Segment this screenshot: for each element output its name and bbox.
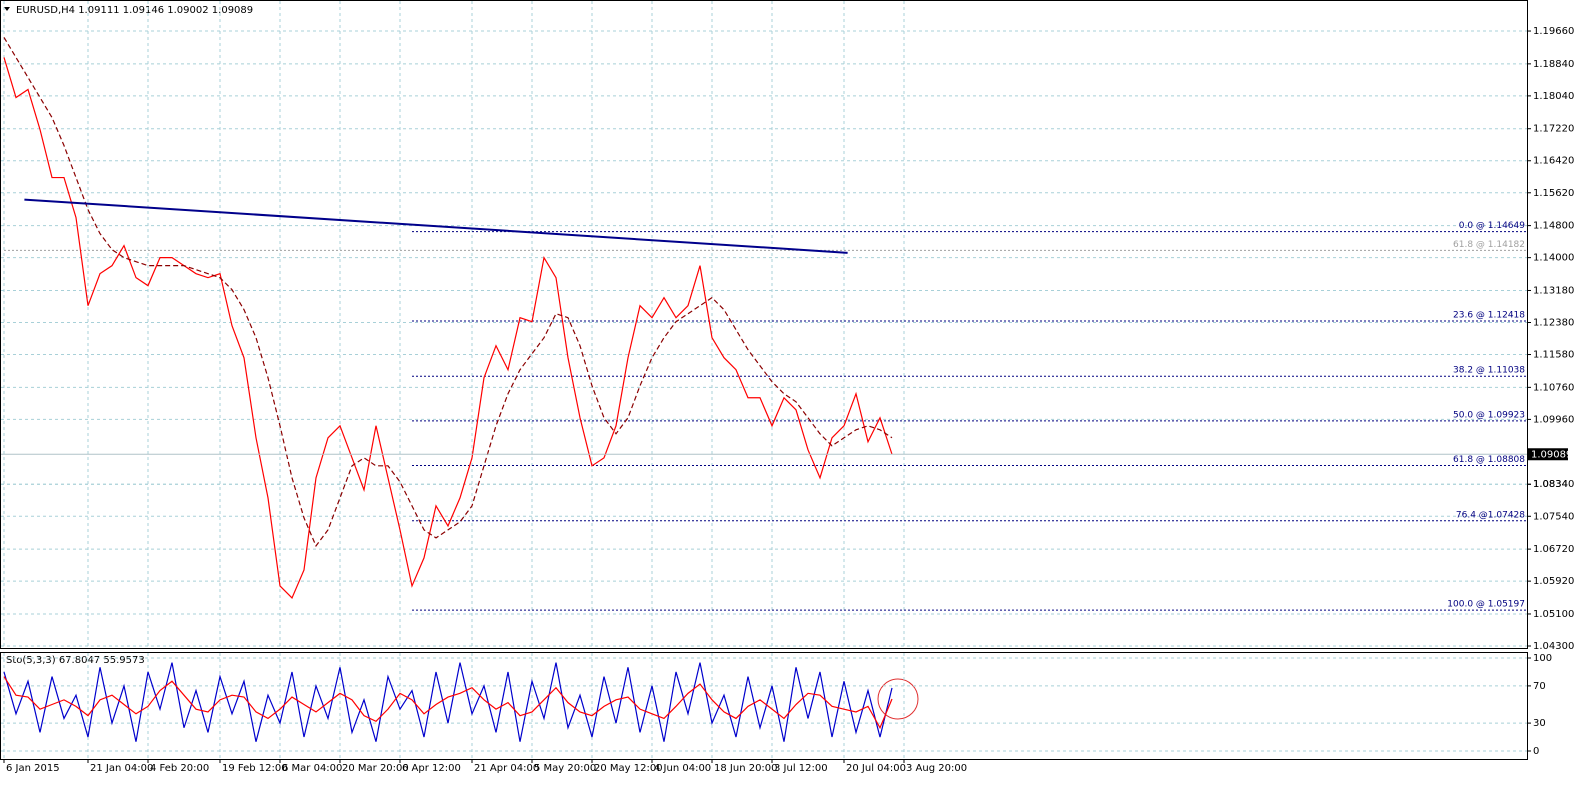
fib-label: 76.4 @1.07428 xyxy=(1456,510,1525,520)
y-tick-label: 100 xyxy=(1533,653,1552,664)
series-line xyxy=(3,57,893,600)
x-tick-label: 20 Mar 20:00 xyxy=(342,763,409,774)
fib-label: 38.2 @ 1.11038 xyxy=(1453,366,1525,376)
y-tick-label: 1.11580 xyxy=(1533,350,1574,361)
y-tick-label: 70 xyxy=(1533,681,1546,692)
y-tick-label: 1.05920 xyxy=(1533,576,1574,587)
y-tick-label: 1.04300 xyxy=(1533,641,1574,652)
fib-label: 61.8 @ 1.14182 xyxy=(1453,240,1525,250)
main-panel xyxy=(0,0,1528,649)
chart-title: EURUSD,H4 1.09111 1.09146 1.09002 1.0908… xyxy=(16,5,253,16)
y-tick-label: 1.0834 xyxy=(1533,479,1568,490)
series-line xyxy=(3,37,893,548)
oscillator-title: Sto(5,3,3) 67.8047 55.9573 xyxy=(6,655,145,666)
y-tick-label: 1.12380 xyxy=(1533,317,1574,328)
y-tick-label: 1.10760 xyxy=(1533,382,1574,393)
y-tick-label: 1.16420 xyxy=(1533,156,1574,167)
x-tick-label: 6 Apr 12:00 xyxy=(402,763,461,774)
menu-arrow xyxy=(4,7,10,11)
x-tick-label: 6 Jan 2015 xyxy=(6,763,60,774)
y-tick-label: 1.17220 xyxy=(1533,124,1574,135)
y-tick-label: 1.14000 xyxy=(1533,253,1574,264)
fib-label: 0.0 @ 1.14649 xyxy=(1459,221,1526,231)
y-tick-label: 30 xyxy=(1533,718,1546,729)
oscillator-panel xyxy=(0,652,1528,760)
y-tick-label: 0 xyxy=(1533,746,1539,757)
y-tick-label: 1.09960 xyxy=(1533,414,1574,425)
current-price-box xyxy=(1528,448,1568,461)
x-tick-label: 21 Jan 04:00 xyxy=(90,763,153,774)
current-price-label: 1.09089 xyxy=(1531,449,1572,460)
y-tick-label: 1.07540 xyxy=(1533,511,1574,522)
x-tick-label: 21 Apr 04:00 xyxy=(474,763,539,774)
x-tick-label: 20 Jul 04:00 xyxy=(846,763,906,774)
fib-label: 61.8 @ 1.08808 xyxy=(1453,455,1525,465)
y-tick-label: 1.15620 xyxy=(1533,188,1574,199)
x-tick-label: 18 Jun 20:00 xyxy=(714,763,778,774)
x-tick-label: 20 May 12:00 xyxy=(594,763,663,774)
x-tick-label: 6 Mar 04:00 xyxy=(282,763,342,774)
y-tick-label: 1.14800 xyxy=(1533,221,1574,232)
series-line xyxy=(3,676,893,730)
fib-label: 50.0 @ 1.09923 xyxy=(1453,410,1525,420)
y-tick-label: 1.05100 xyxy=(1533,609,1574,620)
y-tick-label: 1.06720 xyxy=(1533,544,1574,555)
y-tick-label: 1.19660 xyxy=(1533,26,1574,37)
x-tick-label: 19 Feb 12:00 xyxy=(222,763,288,774)
y-tick-label: 1.18840 xyxy=(1533,59,1574,70)
y-tick-label: 1.13180 xyxy=(1533,285,1574,296)
x-tick-label: 5 May 20:00 xyxy=(534,763,596,774)
fib-label: 100.0 @ 1.05197 xyxy=(1447,600,1525,610)
highlight-circle xyxy=(877,678,919,720)
series-line xyxy=(3,662,893,742)
x-tick-label: 4 Jun 04:00 xyxy=(654,763,711,774)
y-tick-label: 1.18040 xyxy=(1533,91,1574,102)
fib-label: 23.6 @ 1.12418 xyxy=(1453,310,1525,320)
x-tick-label: 3 Jul 12:00 xyxy=(774,763,828,774)
y-tick-label: 1.08340 xyxy=(1533,479,1574,490)
x-tick-label: 4 Feb 20:00 xyxy=(150,763,209,774)
x-tick-label: 3 Aug 20:00 xyxy=(906,763,967,774)
trend-line xyxy=(24,198,848,254)
